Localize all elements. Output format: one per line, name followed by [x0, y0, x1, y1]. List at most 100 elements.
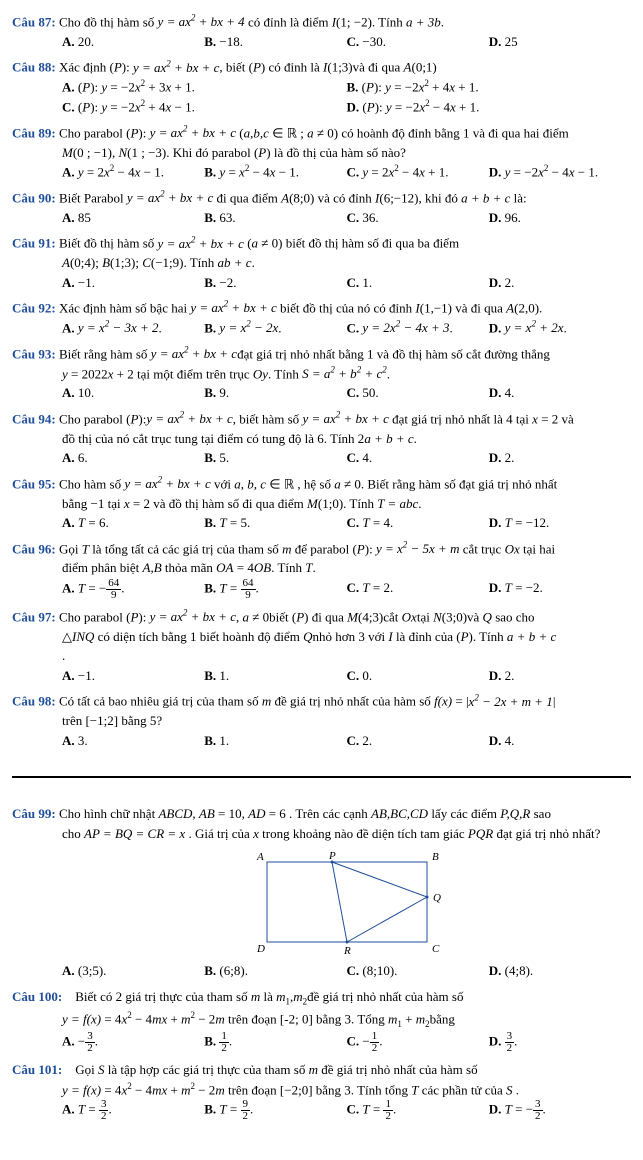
q-cont: đồ thị của nó cắt trục tung tại điểm có … — [12, 429, 631, 449]
dot: . — [12, 646, 631, 666]
opt-d: D. 2. — [489, 448, 631, 468]
opt-b: B. 5. — [204, 448, 346, 468]
opt-text: 96. — [505, 210, 521, 225]
q-cont: y = f(x) = 4x2 − 4mx + m2 − 2m trên đoạn… — [12, 1009, 631, 1031]
opt-b: B. 1. — [204, 666, 346, 686]
opt-d: D. (P): y = −2x2 − 4x + 1. — [347, 97, 632, 117]
opt-c: C. 0. — [347, 666, 489, 686]
q-text: Xác định (P): y = ax2 + bx + c, biết (P)… — [59, 60, 437, 75]
question-96: Câu 96: Gọi T là tổng tất cả các giá trị… — [12, 539, 631, 601]
options: A. y = x2 − 3x + 2. B. y = x2 − 2x. C. y… — [12, 318, 631, 338]
opt-b: B. T = 92. — [204, 1099, 346, 1122]
opt-c: C. 1. — [347, 273, 489, 293]
q-text: Biết đồ thị hàm số y = ax2 + bx + c (a ≠… — [59, 236, 459, 251]
options: A. T = 32. B. T = 92. C. T = 12. D. T = … — [12, 1099, 631, 1122]
q-text: Cho parabol (P): y = ax2 + bx + c, a ≠ 0… — [59, 609, 535, 624]
opt-text: −1. — [78, 668, 95, 683]
opt-text: 6. — [78, 450, 88, 465]
opt-text: 4. — [362, 450, 372, 465]
opt-text: 63. — [219, 210, 235, 225]
q-label: Câu 90: — [12, 190, 56, 205]
options: A. 3. B. 1. C. 2. D. 4. — [12, 731, 631, 751]
question-97: Câu 97: Cho parabol (P): y = ax2 + bx + … — [12, 607, 631, 685]
opt-text: 2. — [505, 450, 515, 465]
opt-c: C. T = 12. — [347, 1099, 489, 1122]
figure-rectangle: A B C D P Q R — [12, 847, 631, 957]
options: A. 85 B. 63. C. 36. D. 96. — [12, 208, 631, 228]
opt-c: C. T = 2. — [347, 578, 489, 601]
section-divider — [12, 776, 631, 778]
q-text: Gọi T là tổng tất cả các giá trị của tha… — [59, 541, 555, 556]
q-cont: bằng −1 tại x = 2 và đồ thị hàm số đi qu… — [12, 494, 631, 514]
opt-text: (4;8). — [505, 963, 534, 978]
question-91: Câu 91: Biết đồ thị hàm số y = ax2 + bx … — [12, 233, 631, 292]
opt-text: 4. — [505, 733, 515, 748]
opt-text: 2. — [362, 733, 372, 748]
q-label: Câu 88: — [12, 60, 56, 75]
opt-d: D. T = −2. — [489, 578, 631, 601]
opt-text: 85 — [78, 210, 91, 225]
opt-d: D. 4. — [489, 383, 631, 403]
question-89: Câu 89: Cho parabol (P): y = ax2 + bx + … — [12, 123, 631, 182]
q-label: Câu 95: — [12, 476, 56, 491]
q-label: Câu 100: — [12, 989, 62, 1004]
opt-text: 1. — [362, 275, 372, 290]
svg-text:P: P — [328, 850, 336, 862]
opt-c: C. 50. — [347, 383, 489, 403]
opt-text: 5. — [219, 450, 229, 465]
opt-c: C. −12. — [347, 1031, 489, 1054]
q-text: Cho hàm số y = ax2 + bx + c với a, b, c … — [59, 476, 557, 491]
opt-a: A. 85 — [62, 208, 204, 228]
q-cont: A(0;4); B(1;3); C(−1;9). Tính ab + c. — [12, 253, 631, 273]
q-label: Câu 96: — [12, 541, 56, 556]
options: A. T = 6. B. T = 5. C. T = 4. D. T = −12… — [12, 513, 631, 533]
q-label: Câu 98: — [12, 694, 56, 709]
opt-text: −18. — [219, 34, 243, 49]
options: A. 6. B. 5. C. 4. D. 2. — [12, 448, 631, 468]
opt-d: D. y = x2 + 2x. — [489, 318, 631, 338]
options: A. y = 2x2 − 4x − 1. B. y = x2 − 4x − 1.… — [12, 162, 631, 182]
q-text: Có tất cả bao nhiêu giá trị của tham số … — [59, 694, 555, 709]
question-101: Câu 101: Gọi S là tập hợp các giá trị th… — [12, 1060, 631, 1122]
q-text: Gọi S là tập hợp các giá trị thực của th… — [65, 1062, 477, 1077]
opt-a: A. y = x2 − 3x + 2. — [62, 318, 204, 338]
opt-b: B. 9. — [204, 383, 346, 403]
q-text: Biết có 2 giá trị thực của tham số m là … — [65, 989, 463, 1004]
opt-text: 36. — [362, 210, 378, 225]
q-label: Câu 94: — [12, 411, 56, 426]
opt-b: B. (P): y = −2x2 + 4x + 1. — [347, 77, 632, 97]
opt-c: C. 36. — [347, 208, 489, 228]
opt-c: C. (8;10). — [347, 961, 489, 981]
opt-d: D. 4. — [489, 731, 631, 751]
q-cont: M(0 ; −1), N(1 ; −3). Khi đó parabol (P)… — [12, 143, 631, 163]
q-text: Cho parabol (P): y = ax2 + bx + c (a,b,c… — [59, 125, 569, 140]
svg-text:B: B — [432, 851, 439, 863]
opt-text: 3. — [78, 733, 88, 748]
opt-b: B. 1. — [204, 731, 346, 751]
question-88: Câu 88: Xác định (P): y = ax2 + bx + c, … — [12, 57, 631, 116]
opt-b: B. T = 5. — [204, 513, 346, 533]
q-label: Câu 89: — [12, 125, 56, 140]
opt-text: 2. — [505, 275, 515, 290]
svg-text:D: D — [256, 943, 265, 955]
opt-a: A. 10. — [62, 383, 204, 403]
opt-b: B. 63. — [204, 208, 346, 228]
svg-text:C: C — [432, 943, 440, 955]
opt-a: A. T = 32. — [62, 1099, 204, 1122]
opt-a: A. 3. — [62, 731, 204, 751]
opt-a: A. T = −649. — [62, 578, 204, 601]
opt-b: B. −18. — [204, 32, 346, 52]
opt-text: 10. — [78, 385, 94, 400]
options: A. (P): y = −2x2 + 3x + 1. B. (P): y = −… — [12, 77, 631, 117]
svg-text:R: R — [343, 945, 351, 957]
question-95: Câu 95: Cho hàm số y = ax2 + bx + c với … — [12, 474, 631, 533]
options: A. (3;5). B. (6;8). C. (8;10). D. (4;8). — [12, 961, 631, 981]
opt-d: D. 32. — [489, 1031, 631, 1054]
q-text: Xác định hàm số bậc hai y = ax2 + bx + c… — [59, 300, 542, 315]
opt-c: C. 4. — [347, 448, 489, 468]
opt-c: C. −30. — [347, 32, 489, 52]
opt-text: 1. — [219, 668, 229, 683]
q-label: Câu 93: — [12, 346, 56, 361]
q-label: Câu 97: — [12, 609, 56, 624]
q-label: Câu 101: — [12, 1062, 62, 1077]
